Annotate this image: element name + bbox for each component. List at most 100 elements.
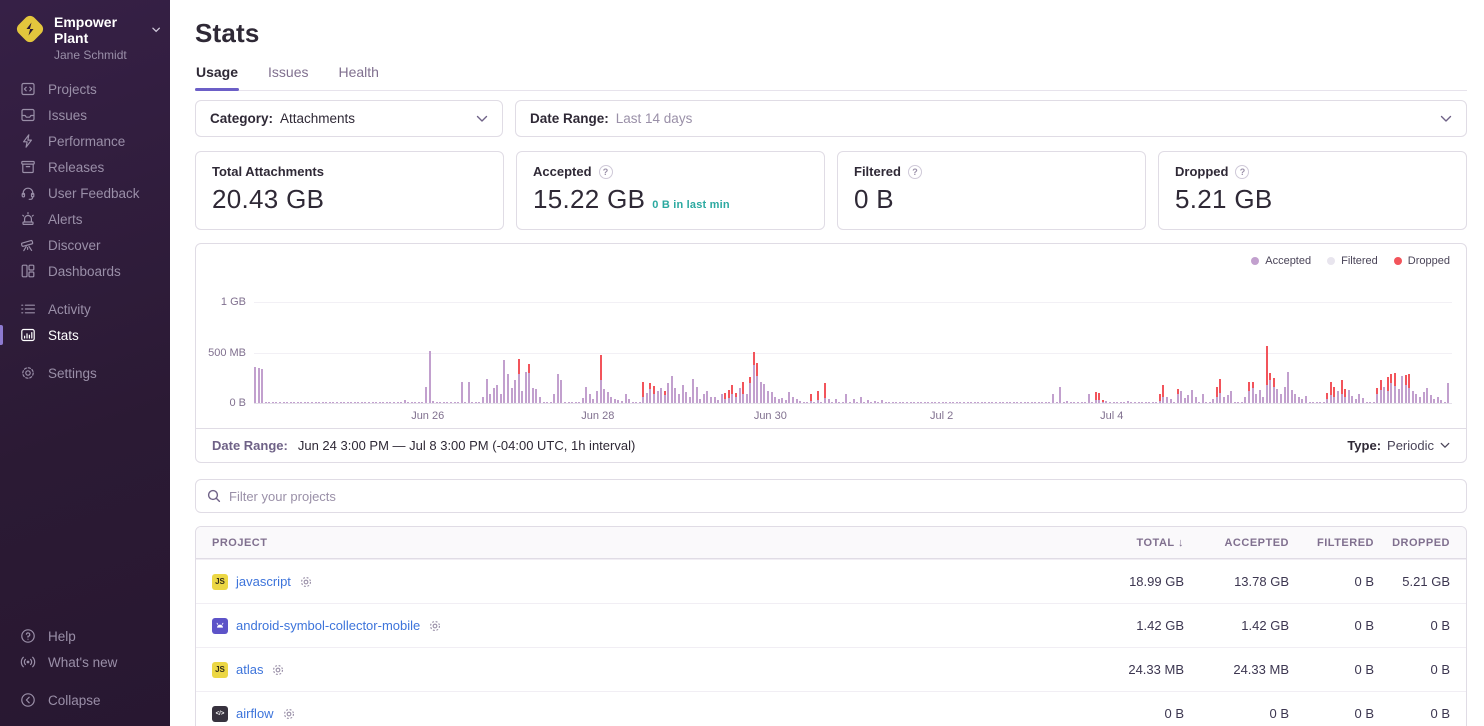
chart-bar (759, 381, 762, 403)
chart-legend: Accepted Filtered Dropped (196, 244, 1466, 267)
project-settings-gear-icon[interactable] (282, 707, 296, 721)
col-accepted[interactable]: ACCEPTED (1224, 536, 1289, 549)
chart-bar (966, 402, 969, 403)
tab-health[interactable]: Health (338, 64, 379, 80)
chart-bar (934, 402, 937, 403)
chart-bar (699, 398, 702, 403)
chart-bar (688, 396, 691, 403)
chart-bar (603, 388, 606, 403)
chart-bar (1422, 391, 1425, 403)
chart-bar (681, 384, 684, 403)
chart-bar (1365, 402, 1368, 403)
chart-bar (859, 396, 862, 403)
chart-bar (834, 398, 837, 403)
chart-bar (1023, 402, 1026, 403)
chart-plot-area: 1 GB 500 MB 0 B (196, 269, 1466, 409)
stat-cards: Total Attachments 20.43 GB Accepted ? 15… (195, 151, 1467, 230)
org-switcher[interactable]: Empower Plant Jane Schmidt (0, 0, 170, 62)
chart-bar (403, 399, 406, 403)
chart-bar (909, 402, 912, 403)
sidebar-item-user-feedback[interactable]: User Feedback (0, 180, 170, 206)
project-link[interactable]: android-symbol-collector-mobile (236, 618, 421, 633)
project-settings-gear-icon[interactable] (428, 619, 442, 633)
projects-table: PROJECT TOTAL ↓ ACCEPTED FILTERED DROPPE… (195, 526, 1467, 726)
col-filtered[interactable]: FILTERED (1317, 536, 1374, 549)
sidebar-item-performance[interactable]: Performance (0, 128, 170, 154)
chart-bar (1176, 388, 1179, 403)
sidebar-item-settings[interactable]: Settings (0, 360, 170, 386)
chart-bar (710, 396, 712, 403)
chart-bar (1112, 402, 1115, 403)
chart-bar (770, 391, 773, 403)
col-dropped[interactable]: DROPPED (1392, 536, 1450, 549)
sidebar-item-activity[interactable]: Activity (0, 296, 170, 322)
chart-bar (841, 402, 844, 403)
help-tooltip-icon[interactable]: ? (907, 164, 922, 179)
chart-bar (389, 402, 392, 403)
sidebar-item-projects[interactable]: Projects (0, 76, 170, 102)
chevron-down-icon (152, 27, 160, 33)
chart-bar (628, 398, 631, 403)
help-tooltip-icon[interactable]: ? (1235, 164, 1250, 179)
chart-bar (496, 384, 499, 403)
chart-bar (528, 364, 531, 403)
chart-bar (482, 396, 484, 403)
project-settings-gear-icon[interactable] (271, 663, 285, 677)
chart-bar (1073, 402, 1076, 403)
chart-bar (1226, 394, 1229, 403)
tab-usage[interactable]: Usage (195, 64, 240, 91)
chart-bar (695, 386, 698, 403)
sidebar-item-releases[interactable]: Releases (0, 154, 170, 180)
chart-type-select[interactable]: Type: Periodic (1347, 438, 1450, 453)
sidebar-item-whats-new[interactable]: What's new (0, 649, 170, 675)
chart-bar (1337, 390, 1339, 403)
chart-bar (1394, 373, 1396, 403)
chart-bar (702, 393, 705, 403)
chart-bar (264, 401, 267, 403)
tab-issues[interactable]: Issues (268, 64, 309, 80)
project-link[interactable]: atlas (236, 662, 264, 677)
chart-bar (1276, 388, 1279, 403)
chart-bar (432, 401, 435, 403)
date-range-select[interactable]: Date Range: Last 14 days (515, 100, 1467, 137)
project-link[interactable]: javascript (236, 574, 291, 589)
chart-bar (1027, 402, 1030, 403)
col-total[interactable]: TOTAL ↓ (1136, 536, 1184, 549)
chart-bar (620, 400, 623, 403)
chart-bar (574, 402, 577, 403)
sidebar-item-dashboards[interactable]: Dashboards (0, 258, 170, 284)
chart-bar (674, 387, 677, 403)
search-input[interactable] (229, 488, 1455, 504)
chart-bar (713, 396, 716, 403)
filters-row: Category: Attachments Date Range: Last 1… (195, 100, 1467, 137)
category-select[interactable]: Category: Attachments (195, 100, 503, 137)
collapse-sidebar-button[interactable]: Collapse (0, 687, 170, 713)
sidebar-nav-footer: Help What's new (0, 623, 170, 675)
chart-bar (1361, 397, 1364, 403)
chart-bar (1237, 402, 1240, 403)
sidebar-item-issues[interactable]: Issues (0, 102, 170, 128)
chart-bar (727, 389, 730, 403)
chart-bar (1369, 402, 1372, 403)
chart-bar (417, 402, 420, 403)
chart-bar (1066, 400, 1069, 403)
chart-bar (1215, 386, 1218, 403)
project-settings-gear-icon[interactable] (299, 575, 313, 589)
sidebar-item-help[interactable]: Help (0, 623, 170, 649)
col-project[interactable]: PROJECT (212, 536, 268, 549)
chart-bar (307, 402, 310, 403)
chart-bar (856, 402, 859, 403)
help-tooltip-icon[interactable]: ? (598, 164, 613, 179)
table-row: android-symbol-collector-mobile 1.42 GB … (196, 603, 1466, 647)
tab-bar: Usage Issues Health (195, 64, 1467, 91)
chart-bar (1372, 402, 1375, 403)
chart-bar (870, 402, 873, 403)
project-link[interactable]: airflow (236, 706, 274, 721)
chart-bar (471, 402, 474, 403)
sidebar-item-alerts[interactable]: Alerts (0, 206, 170, 232)
help-icon (21, 629, 35, 643)
chart-bar (1376, 387, 1379, 403)
chart-bar (923, 402, 926, 403)
sidebar-item-discover[interactable]: Discover (0, 232, 170, 258)
sidebar-item-stats[interactable]: Stats (0, 322, 170, 348)
